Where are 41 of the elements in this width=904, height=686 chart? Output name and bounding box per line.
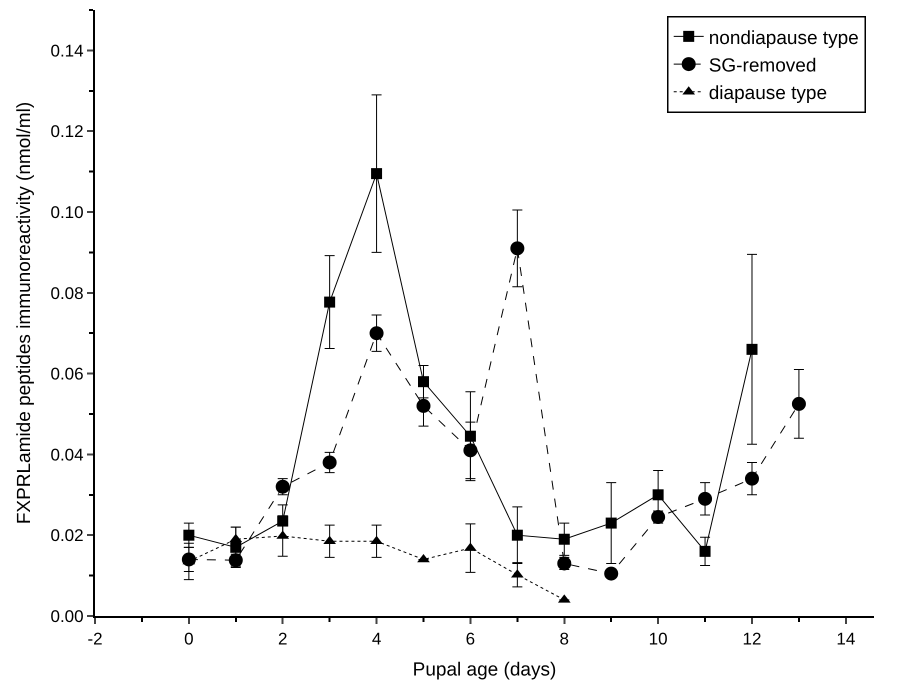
x-tick-label: 0 [184,629,194,648]
point [792,396,806,411]
y-tick-label: 0.14 [50,41,84,60]
point [322,455,337,470]
point [324,296,336,308]
point [512,530,523,541]
x-tick-label: 4 [372,629,382,648]
x-tick-label: -2 [87,629,103,648]
y-tick-label: 0.04 [50,445,84,464]
legend-label: diapause type [708,83,828,104]
point [463,443,478,458]
y-tick-label: 0.10 [50,202,84,222]
point [371,168,382,180]
point [744,472,759,486]
x-axis-title: Pupal age (days) [412,660,556,681]
point [183,530,194,541]
point [558,534,570,545]
point [698,492,712,506]
y-tick-label: 0.02 [50,526,84,546]
legend-label: SG-removed [708,56,816,77]
point [746,344,758,355]
y-tick-label: 0.06 [50,364,84,384]
x-tick-label: 6 [466,629,476,648]
x-tick-label: 2 [278,629,288,648]
y-tick-label: 0.08 [50,284,84,303]
y-axis-title: FXPRLamide peptides immunoreactivity (nmol/ml) [14,102,35,524]
point [604,566,618,581]
point [700,546,711,557]
x-tick-label: 12 [742,629,762,648]
x-tick-label: 8 [560,629,570,648]
x-tick-label: 14 [836,629,856,648]
point [652,489,664,500]
y-tick-label: 0.12 [50,122,84,142]
point [370,326,384,340]
y-tick-label: 0.00 [50,606,84,626]
point [418,376,429,388]
legend-label: nondiapause type [708,28,859,49]
point [606,518,617,529]
point [416,398,430,413]
point [510,241,524,256]
x-tick-label: 10 [648,629,668,648]
